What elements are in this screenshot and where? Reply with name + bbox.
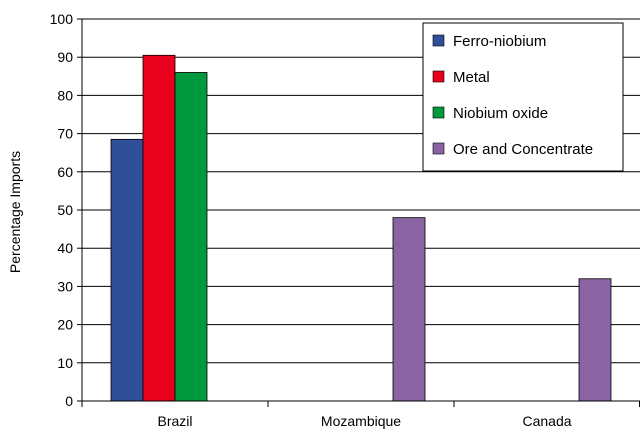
axes <box>81 19 640 402</box>
bar <box>142 54 176 402</box>
legend: Ferro-niobium Metal Niobium oxide Ore and C… <box>422 22 624 172</box>
legend-swatch <box>432 106 445 119</box>
bar <box>174 72 208 402</box>
y-tick-label: 90 <box>57 49 73 65</box>
y-tick-label: 40 <box>57 240 73 256</box>
legend-swatch <box>432 142 445 155</box>
y-tick-label: 20 <box>57 317 73 333</box>
bar <box>110 138 144 402</box>
x-tick-label: Brazil <box>157 413 192 429</box>
y-tick-labels: 0 10 20 30 40 50 60 70 80 90 100 <box>50 11 74 409</box>
y-tick-label: 30 <box>57 278 73 294</box>
legend-swatch <box>432 70 445 83</box>
y-tick-label: 50 <box>57 202 73 218</box>
legend-label: Niobium oxide <box>453 105 548 122</box>
x-tick-label: Canada <box>522 413 571 429</box>
y-tick-label: 70 <box>57 126 73 142</box>
legend-box <box>422 22 624 172</box>
legend-label: Ferro-niobium <box>453 33 546 50</box>
bar <box>392 217 426 402</box>
x-tick-label: Mozambique <box>321 413 401 429</box>
y-tick-label: 10 <box>57 355 73 371</box>
legend-swatch <box>432 34 445 47</box>
legend-label: Metal <box>453 69 490 86</box>
legend-label: Ore and Concentrate <box>453 141 593 158</box>
bar <box>578 278 612 402</box>
y-tick-label: 80 <box>57 87 73 103</box>
y-tick-label: 60 <box>57 164 73 180</box>
bars <box>110 54 612 402</box>
y-tick-label: 0 <box>65 393 73 409</box>
y-axis-title: Percentage Imports <box>7 151 23 273</box>
x-tick-labels: Brazil Mozambique Canada <box>81 401 640 429</box>
y-tick-label: 100 <box>50 11 74 27</box>
